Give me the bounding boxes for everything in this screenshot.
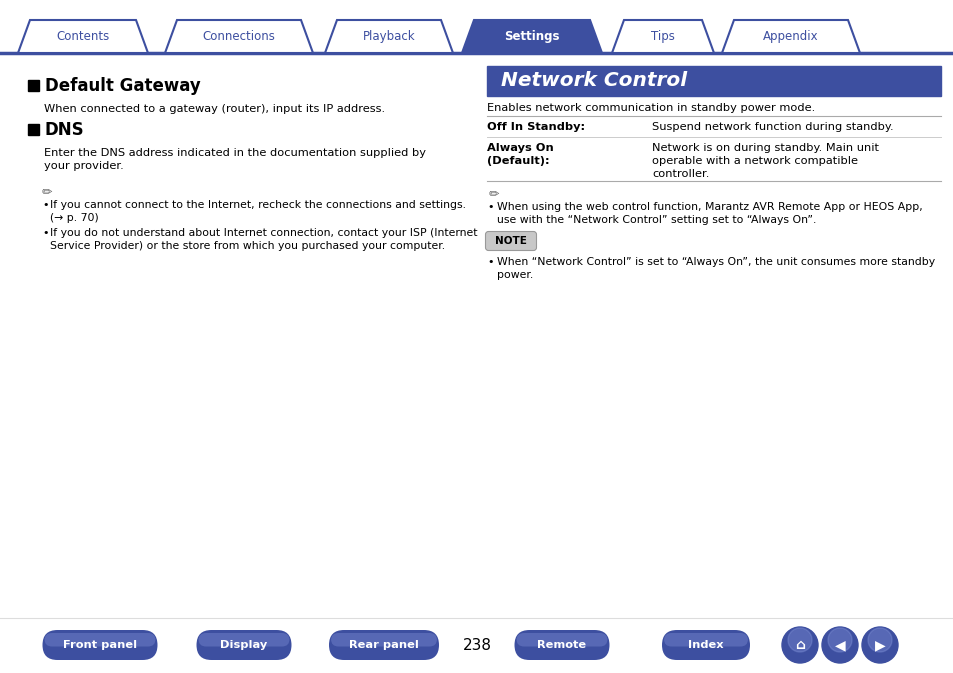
- FancyBboxPatch shape: [331, 633, 436, 647]
- Text: Playback: Playback: [362, 30, 415, 43]
- Text: (→ p. 70): (→ p. 70): [50, 213, 99, 223]
- Text: Default Gateway: Default Gateway: [45, 77, 200, 95]
- Text: power.: power.: [497, 270, 533, 280]
- Circle shape: [862, 627, 897, 663]
- Text: NOTE: NOTE: [495, 236, 526, 246]
- Text: use with the “Network Control” setting set to “Always On”.: use with the “Network Control” setting s…: [497, 215, 816, 225]
- Circle shape: [821, 627, 857, 663]
- Text: When connected to a gateway (router), input its IP address.: When connected to a gateway (router), in…: [44, 104, 385, 114]
- Circle shape: [827, 628, 851, 652]
- Text: Rear panel: Rear panel: [349, 640, 418, 650]
- Text: Remote: Remote: [537, 640, 586, 650]
- Polygon shape: [721, 20, 859, 53]
- Text: Connections: Connections: [202, 30, 275, 43]
- FancyBboxPatch shape: [514, 630, 609, 660]
- Text: Contents: Contents: [56, 30, 110, 43]
- Circle shape: [781, 627, 817, 663]
- Text: ✏: ✏: [42, 186, 52, 199]
- Text: •: •: [42, 200, 49, 210]
- FancyBboxPatch shape: [485, 232, 536, 250]
- Text: Always On: Always On: [486, 143, 553, 153]
- FancyBboxPatch shape: [516, 633, 607, 647]
- Text: Front panel: Front panel: [63, 640, 137, 650]
- Text: Off In Standby:: Off In Standby:: [486, 122, 584, 132]
- Polygon shape: [165, 20, 313, 53]
- Text: Enables network communication in standby power mode.: Enables network communication in standby…: [486, 103, 815, 113]
- FancyBboxPatch shape: [43, 630, 157, 660]
- Text: If you cannot connect to the Internet, recheck the connections and settings.: If you cannot connect to the Internet, r…: [50, 200, 465, 210]
- FancyBboxPatch shape: [663, 633, 747, 647]
- Polygon shape: [325, 20, 453, 53]
- Text: 238: 238: [462, 637, 491, 653]
- Polygon shape: [612, 20, 713, 53]
- Text: ◀: ◀: [834, 638, 844, 652]
- Circle shape: [867, 628, 891, 652]
- Text: •: •: [42, 228, 49, 238]
- Text: Suspend network function during standby.: Suspend network function during standby.: [651, 122, 893, 132]
- Text: ⌂: ⌂: [794, 638, 804, 652]
- Text: Service Provider) or the store from which you purchased your computer.: Service Provider) or the store from whic…: [50, 241, 445, 251]
- Text: Enter the DNS address indicated in the documentation supplied by: Enter the DNS address indicated in the d…: [44, 148, 426, 158]
- Text: (Default):: (Default):: [486, 156, 549, 166]
- Circle shape: [787, 628, 811, 652]
- Text: •: •: [486, 202, 493, 212]
- FancyBboxPatch shape: [329, 630, 438, 660]
- Text: Network is on during standby. Main unit: Network is on during standby. Main unit: [651, 143, 878, 153]
- Bar: [28, 124, 39, 135]
- Bar: [486, 66, 940, 96]
- Text: controller.: controller.: [651, 169, 709, 179]
- Text: ✏: ✏: [489, 188, 499, 201]
- Text: your provider.: your provider.: [44, 161, 124, 171]
- Text: Index: Index: [687, 640, 723, 650]
- Polygon shape: [18, 20, 148, 53]
- Text: Display: Display: [220, 640, 268, 650]
- Text: When using the web control function, Marantz AVR Remote App or HEOS App,: When using the web control function, Mar…: [497, 202, 922, 212]
- Bar: [28, 80, 39, 91]
- FancyBboxPatch shape: [196, 630, 292, 660]
- Text: operable with a network compatible: operable with a network compatible: [651, 156, 857, 166]
- FancyBboxPatch shape: [661, 630, 749, 660]
- FancyBboxPatch shape: [45, 633, 155, 647]
- Text: If you do not understand about Internet connection, contact your ISP (Internet: If you do not understand about Internet …: [50, 228, 477, 238]
- Text: Network Control: Network Control: [500, 71, 686, 90]
- Text: Settings: Settings: [504, 30, 559, 43]
- Text: DNS: DNS: [45, 121, 85, 139]
- FancyBboxPatch shape: [198, 633, 289, 647]
- Text: •: •: [486, 257, 493, 267]
- Text: ▶: ▶: [874, 638, 884, 652]
- Text: Appendix: Appendix: [762, 30, 818, 43]
- Polygon shape: [461, 20, 601, 53]
- Text: Tips: Tips: [650, 30, 674, 43]
- Text: When “Network Control” is set to “Always On”, the unit consumes more standby: When “Network Control” is set to “Always…: [497, 257, 934, 267]
